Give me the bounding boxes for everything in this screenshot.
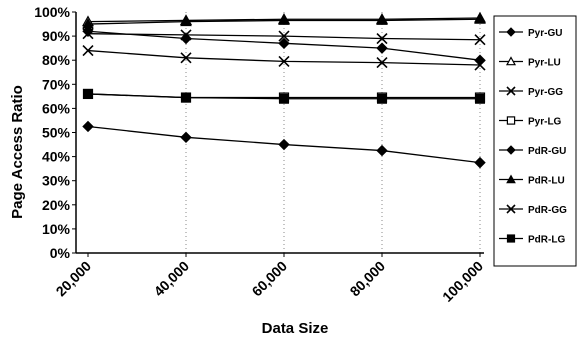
series-pdr-gg [82, 28, 486, 46]
data-point-x [180, 29, 192, 41]
data-point-x [474, 59, 486, 71]
x-tick-labels: 20,000 40,000 60,000 80,000 100,000 [53, 258, 487, 305]
y-tick-label: 70% [42, 76, 71, 92]
x-tick-label: 40,000 [151, 258, 193, 300]
legend-label: PdR-LG [528, 235, 565, 246]
data-point-x [376, 32, 388, 45]
x-axis-title: Data Size [262, 320, 329, 337]
x-tick-label: 100,000 [439, 258, 486, 305]
data-point-diamond [506, 27, 516, 37]
data-point-diamond [376, 42, 388, 54]
legend-box [493, 15, 577, 267]
y-tick-label: 80% [42, 52, 71, 68]
series-lines [81, 11, 487, 169]
data-point-x [376, 57, 388, 69]
x-marker-stroke [474, 34, 486, 46]
legend-entry: PdR-GU [499, 145, 566, 157]
data-point-triangle [506, 174, 516, 184]
x-marker-stroke [82, 44, 94, 57]
data-point-square [83, 88, 93, 99]
legend: Pyr-GU Pyr-LU Pyr-GG Pyr-LG PdR-GU PdR-LU PdR-… [493, 15, 577, 267]
data-point-triangle [376, 14, 388, 25]
data-point-triangle [82, 18, 94, 29]
x-marker-stroke [278, 30, 290, 42]
data-point-triangle [278, 14, 290, 25]
data-point-x [474, 34, 486, 46]
data-point-square [506, 116, 516, 125]
data-point-diamond [278, 138, 290, 151]
axes [72, 11, 484, 257]
legend-label: PdR-GU [528, 146, 566, 157]
legend-entry: Pyr-GG [499, 86, 563, 98]
series-pdr-lg [83, 88, 485, 104]
legend-entry: Pyr-LG [499, 116, 562, 128]
x-marker-stroke [180, 29, 192, 41]
y-tick-label: 100% [34, 4, 70, 20]
y-tick-labels: 0% 10% 20% 30% 40% 50% 60% 70% 80% 90% 100% [34, 4, 70, 261]
x-marker-stroke [376, 32, 388, 45]
data-point-x [82, 28, 94, 40]
data-point-triangle [180, 15, 192, 27]
x-marker-stroke [474, 59, 486, 71]
data-point-diamond [82, 120, 94, 133]
legend-label: Pyr-GG [528, 87, 563, 98]
legend-label: Pyr-LU [528, 58, 561, 69]
data-point-square [506, 234, 516, 243]
y-tick-label: 30% [42, 173, 71, 189]
x-tick-label: 60,000 [249, 258, 291, 300]
y-tick-label: 20% [42, 197, 71, 213]
x-marker-stroke [506, 86, 516, 96]
series-pdr-lu [82, 13, 486, 29]
series-pyr-gg [82, 44, 486, 71]
x-marker-stroke [278, 55, 290, 67]
y-axis-title: Page Access Ratio [9, 85, 26, 219]
data-point-x [506, 204, 516, 214]
data-point-x [180, 52, 192, 64]
data-point-diamond [376, 144, 388, 157]
data-point-triangle [505, 56, 517, 66]
x-tick-label: 20,000 [53, 258, 95, 300]
data-point-diamond [180, 32, 192, 45]
data-point-square [377, 93, 387, 104]
series-pdr-gu [82, 120, 486, 169]
x-marker-stroke [376, 57, 388, 69]
x-tick-label: 80,000 [347, 258, 389, 300]
x-marker-stroke [82, 28, 94, 40]
data-point-square [181, 92, 191, 103]
legend-entry: PdR-GG [499, 204, 567, 216]
y-tick-label: 0% [50, 245, 71, 261]
legend-entry: PdR-LG [499, 234, 565, 246]
y-tick-label: 50% [42, 125, 71, 141]
legend-label: Pyr-LG [528, 117, 562, 128]
data-point-x [506, 86, 516, 96]
legend-label: Pyr-GU [528, 28, 562, 39]
data-point-square [475, 93, 485, 104]
x-marker-stroke [506, 204, 516, 214]
data-point-triangle [474, 13, 486, 24]
data-point-diamond [474, 54, 486, 66]
x-marker-stroke [180, 52, 192, 64]
y-tick-label: 90% [42, 28, 71, 44]
data-point-diamond [180, 131, 192, 144]
data-point-x [278, 55, 290, 67]
y-tick-label: 40% [42, 149, 71, 165]
data-point-diamond [506, 145, 516, 155]
legend-label: PdR-GG [528, 205, 567, 216]
legend-entry: Pyr-GU [499, 27, 562, 39]
y-tick-label: 10% [42, 221, 71, 237]
data-point-square [279, 93, 289, 104]
legend-entry: PdR-LU [499, 174, 565, 187]
data-point-diamond [278, 37, 290, 50]
data-point-diamond [474, 156, 486, 169]
legend-label: PdR-LU [528, 176, 565, 187]
legend-entry: Pyr-LU [499, 56, 561, 69]
y-tick-label: 60% [42, 100, 71, 116]
grid-lines [185, 12, 481, 253]
data-point-x [278, 30, 290, 42]
data-point-x [82, 44, 94, 57]
